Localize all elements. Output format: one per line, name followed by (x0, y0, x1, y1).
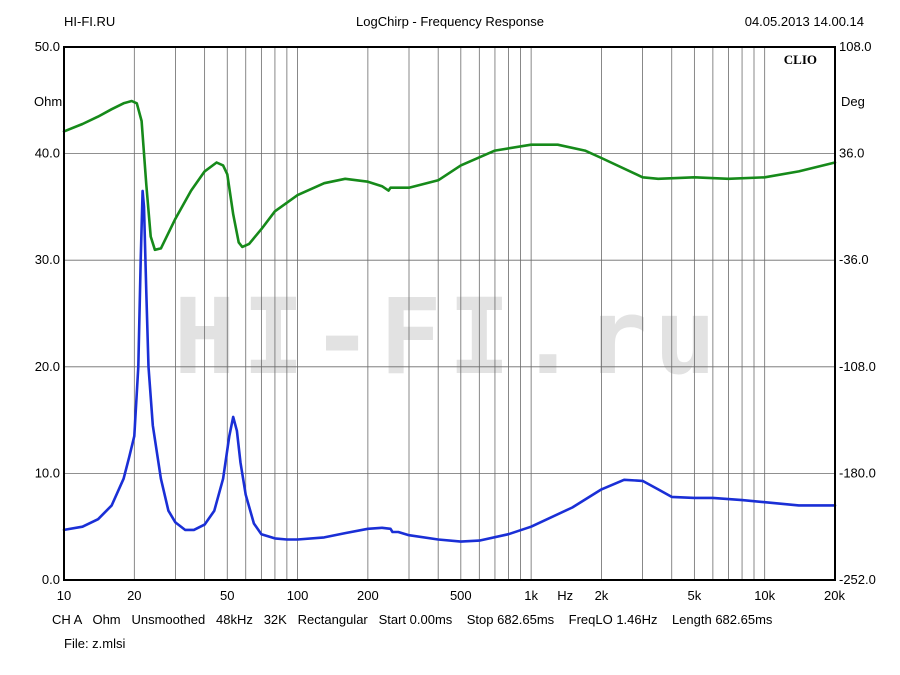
x-tick-label: 1k (524, 588, 538, 603)
y-left-tick-label: 10.0 (35, 465, 60, 480)
y-right-unit-label: Deg (841, 94, 865, 109)
y-right-tick-label: -180.0 (839, 465, 876, 480)
y-right-tick-label: -108.0 (839, 359, 876, 374)
watermark-text: HI-FI.ru (174, 276, 723, 398)
y-right-tick-label: 108.0 (839, 39, 872, 54)
x-tick-label: 50 (220, 588, 234, 603)
x-tick-label: 20 (127, 588, 141, 603)
x-tick-label: 10 (57, 588, 71, 603)
x-tick-label: 2k (595, 588, 609, 603)
phase-curve (62, 99, 837, 252)
x-tick-label: 20k (824, 588, 845, 603)
header-timestamp: 04.05.2013 14.00.14 (744, 14, 864, 29)
y-right-tick-label: 36.0 (839, 146, 864, 161)
x-tick-label: 100 (287, 588, 309, 603)
y-right-tick-label: -252.0 (839, 572, 876, 587)
clio-logo-text: CLIO (784, 52, 817, 67)
x-tick-label: 5k (688, 588, 702, 603)
axis-labels: 0.0 10.0 20.0 30.0 40.0 50.0 -252.0 -180.0 -108.… (34, 39, 876, 603)
chart-series (62, 99, 837, 543)
y-left-tick-label: 50.0 (35, 39, 60, 54)
x-tick-label: 200 (357, 588, 379, 603)
file-name-label: File: z.mlsi (64, 636, 126, 651)
y-left-tick-label: 0.0 (42, 572, 60, 587)
y-left-tick-label: 20.0 (35, 359, 60, 374)
measurement-settings-line: CH A Ohm Unsmoothed 48kHz 32K Rectangula… (52, 612, 773, 627)
y-left-tick-label: 40.0 (35, 146, 60, 161)
x-unit-label: Hz (557, 588, 573, 603)
y-right-tick-label: -36.0 (839, 252, 869, 267)
x-tick-label: 10k (754, 588, 775, 603)
header-site-label: HI-FI.RU (64, 14, 116, 29)
chart-title: LogChirp - Frequency Response (356, 14, 544, 29)
impedance-curve (62, 189, 837, 543)
y-left-tick-label: 30.0 (35, 252, 60, 267)
y-left-unit-label: Ohm (34, 94, 62, 109)
plot-frame (63, 46, 836, 581)
chart-grid (64, 47, 835, 580)
x-tick-label: 500 (450, 588, 472, 603)
